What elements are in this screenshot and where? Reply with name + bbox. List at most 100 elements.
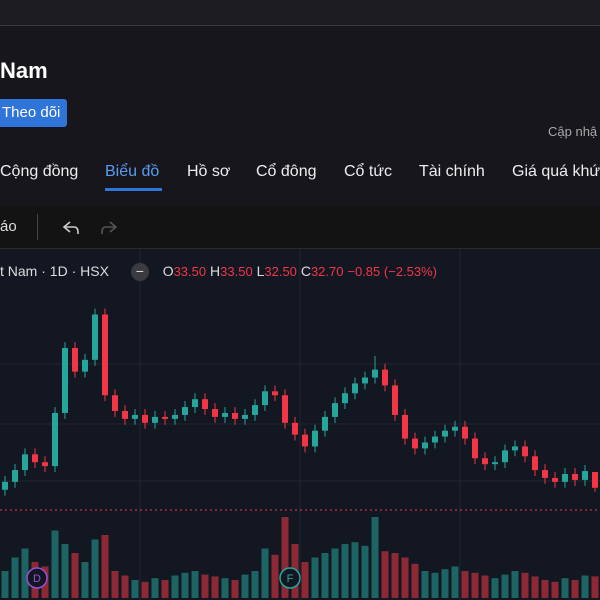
candle-body bbox=[382, 369, 388, 386]
legend-l-label: L bbox=[256, 263, 265, 279]
volume-bar bbox=[281, 517, 289, 598]
candle-body bbox=[332, 403, 338, 417]
volume-bar bbox=[131, 580, 139, 598]
tab[interactable]: Cổ tức bbox=[344, 163, 393, 180]
volume-bar bbox=[141, 581, 149, 598]
redo-icon[interactable] bbox=[101, 221, 118, 234]
legend-open: 33.50 bbox=[173, 264, 207, 279]
volume-bar bbox=[161, 580, 169, 598]
event-marker bbox=[26, 567, 48, 589]
candle-body bbox=[512, 446, 518, 451]
volume-bar bbox=[71, 553, 79, 598]
candle-body bbox=[142, 414, 148, 423]
divider bbox=[37, 214, 38, 240]
volume-bar bbox=[481, 575, 489, 598]
candle-body bbox=[522, 446, 528, 457]
candle-body bbox=[252, 405, 258, 415]
candle-body bbox=[402, 414, 408, 439]
candle-body bbox=[22, 454, 28, 471]
candle-body bbox=[282, 395, 288, 423]
volume-bar bbox=[211, 576, 219, 598]
candle-body bbox=[212, 409, 218, 417]
volume-bar bbox=[331, 548, 339, 598]
candle-body bbox=[372, 369, 378, 378]
tab[interactable]: Biểu đồ bbox=[105, 163, 160, 180]
undo-redo bbox=[62, 221, 118, 234]
volume-bar bbox=[91, 539, 99, 598]
volume-bar bbox=[571, 580, 579, 598]
legend-o-label: O bbox=[162, 263, 174, 279]
volume-bar bbox=[391, 553, 399, 598]
candle-body bbox=[192, 399, 198, 408]
candle-body bbox=[472, 438, 478, 459]
toolbar-item[interactable]: áo bbox=[0, 218, 17, 235]
volume-bar bbox=[251, 571, 259, 598]
volume-bar bbox=[471, 572, 479, 598]
volume-bar bbox=[511, 571, 519, 598]
volume-bar bbox=[361, 545, 369, 598]
volume-bar bbox=[181, 572, 189, 598]
candle-body bbox=[412, 438, 418, 449]
candle-body bbox=[322, 416, 328, 431]
candle-body bbox=[112, 395, 118, 411]
tab[interactable]: Cộng đồng bbox=[0, 163, 79, 180]
candle-body bbox=[482, 458, 488, 465]
candle-body bbox=[42, 462, 48, 467]
legend-c-label: C bbox=[300, 263, 311, 279]
volume-bar bbox=[341, 544, 349, 598]
volume-bar bbox=[551, 581, 559, 598]
volume-bar bbox=[401, 557, 409, 598]
legend-symbol: t Nam · 1D · HSX bbox=[0, 263, 109, 279]
candle-body bbox=[462, 426, 468, 439]
undo-icon[interactable] bbox=[62, 221, 79, 234]
volume-bar bbox=[531, 576, 539, 598]
volume-bar bbox=[221, 578, 229, 598]
candle-body bbox=[52, 412, 58, 467]
candle-body bbox=[162, 416, 168, 419]
candle-body bbox=[272, 391, 278, 396]
candle-body bbox=[422, 442, 428, 449]
volume-bar bbox=[1, 571, 9, 598]
follow-button[interactable]: Theo dõi bbox=[0, 99, 68, 127]
volume-bar bbox=[581, 575, 589, 598]
volume-bar bbox=[81, 562, 89, 598]
candle-body bbox=[82, 359, 88, 372]
candle-body bbox=[352, 383, 358, 394]
legend-h-label: H bbox=[210, 263, 221, 279]
updated-text: Cập nhậ bbox=[548, 124, 598, 139]
candle-body bbox=[362, 377, 368, 384]
volume-bar bbox=[241, 574, 249, 598]
candle-body bbox=[542, 470, 548, 478]
tab[interactable]: Tài chính bbox=[419, 163, 485, 180]
volume-bar bbox=[521, 572, 529, 598]
volume-bar bbox=[451, 566, 459, 598]
volume-bar bbox=[541, 580, 549, 598]
candle-body bbox=[92, 314, 98, 360]
tab[interactable]: Giá quá khứ bbox=[512, 163, 600, 180]
tab-underline bbox=[105, 188, 162, 191]
volume-bar bbox=[51, 530, 59, 598]
volume-bar bbox=[61, 544, 69, 598]
candle-body bbox=[452, 426, 458, 431]
event-marker bbox=[279, 567, 301, 589]
tab[interactable]: Cổ đông bbox=[256, 163, 317, 180]
volume-bar bbox=[171, 575, 179, 598]
header bbox=[0, 26, 600, 206]
volume-bar bbox=[441, 569, 449, 598]
volume-bar bbox=[371, 517, 379, 598]
legend-change: −0.85 (−2.53%) bbox=[347, 264, 437, 279]
volume-bar bbox=[591, 576, 599, 598]
candle-body bbox=[502, 450, 508, 463]
legend-toggle[interactable]: − bbox=[130, 263, 149, 282]
candle-body bbox=[582, 471, 588, 480]
volume-bar bbox=[151, 578, 159, 598]
volume-bar bbox=[321, 553, 329, 598]
candle-body bbox=[442, 430, 448, 437]
tab[interactable]: Hồ sơ bbox=[187, 163, 231, 180]
candle-body bbox=[492, 462, 498, 465]
volume-bar bbox=[381, 551, 389, 598]
volume-bar bbox=[261, 548, 269, 598]
candle-body bbox=[32, 454, 38, 463]
